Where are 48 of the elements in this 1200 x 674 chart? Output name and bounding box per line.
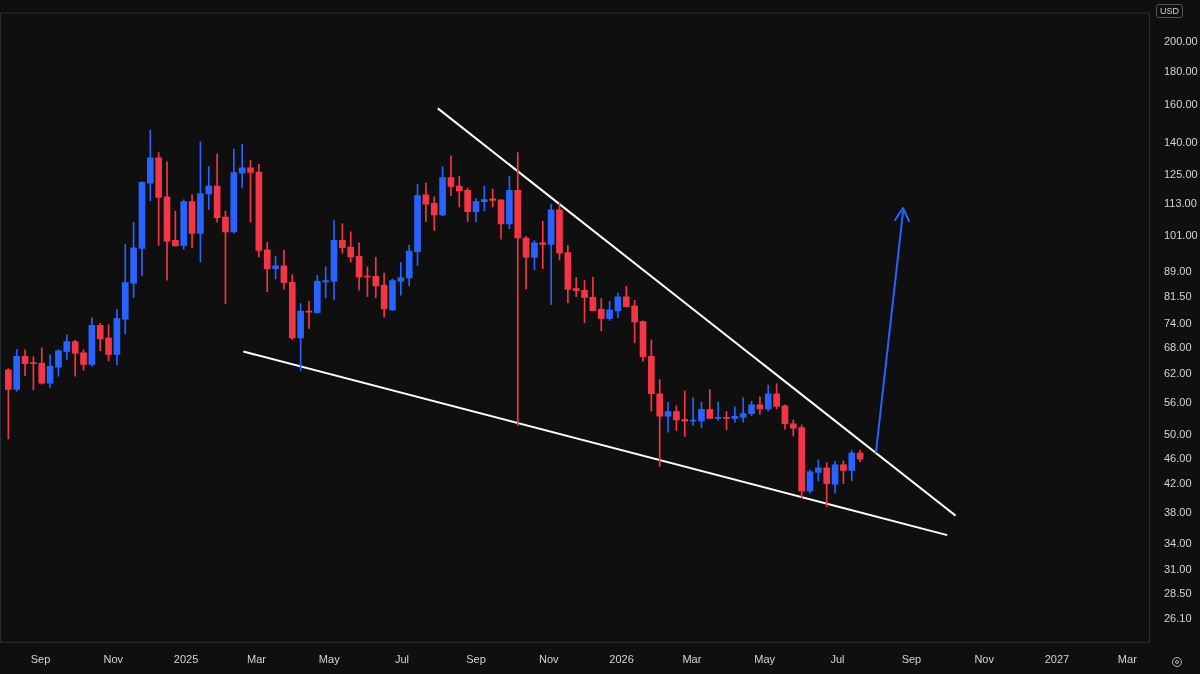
candlestick [514,152,522,426]
x-tick-label: Sep [466,653,486,666]
y-tick-label: 200.00 [1164,35,1198,48]
x-tick-label: 2026 [609,653,634,666]
y-tick-label: 89.00 [1164,264,1192,277]
y-tick-label: 113.00 [1164,196,1197,209]
y-tick-label: 38.00 [1164,505,1192,518]
y-tick-label: 68.00 [1164,340,1192,353]
candlestick [539,220,547,270]
candlestick [714,401,722,421]
y-tick-label: 56.00 [1164,395,1192,408]
y-tick-label: 62.00 [1164,366,1192,379]
candlestick [238,143,246,189]
y-tick-label: 26.10 [1164,612,1192,625]
y-tick-label: 160.00 [1164,98,1198,111]
y-tick-label: 46.00 [1164,451,1192,464]
x-tick-label: Nov [974,653,995,666]
x-tick-label: Nov [538,653,560,666]
y-tick-label: 50.00 [1164,427,1192,440]
y-tick-label: 42.00 [1164,477,1192,490]
y-tick-label: 81.50 [1164,289,1192,302]
x-tick-label: May [318,653,341,666]
x-tick-label: Mar [682,653,702,666]
candlestick [664,401,672,433]
candlestick [489,188,497,208]
candlestick [397,262,405,296]
x-tick-label: Mar [247,653,267,666]
y-tick-label: 180.00 [1164,65,1198,78]
y-axis-title: USD [1156,4,1184,18]
x-tick-label: Sep [901,653,922,666]
x-tick-label: Jul [394,653,410,666]
y-tick-label: 28.50 [1164,587,1192,600]
x-tick-label: Nov [103,653,124,666]
y-tick-label: 31.00 [1164,563,1192,576]
x-tick-label: 2025 [173,653,199,666]
candlestick [305,301,313,329]
x-tick-label: Mar [1117,653,1138,666]
y-tick-label: 101.00 [1164,228,1198,241]
candlestick [447,155,455,197]
y-tick-label: 34.00 [1164,537,1192,550]
x-tick-label: Sep [30,653,51,666]
x-tick-label: May [754,653,776,666]
y-tick-label: 140.00 [1164,136,1198,149]
x-tick-label: 2027 [1044,653,1070,666]
y-tick-label: 74.00 [1164,316,1192,329]
x-tick-label: Jul [830,653,845,666]
y-tick-label: 125.00 [1164,168,1198,181]
candlestick [731,406,739,423]
